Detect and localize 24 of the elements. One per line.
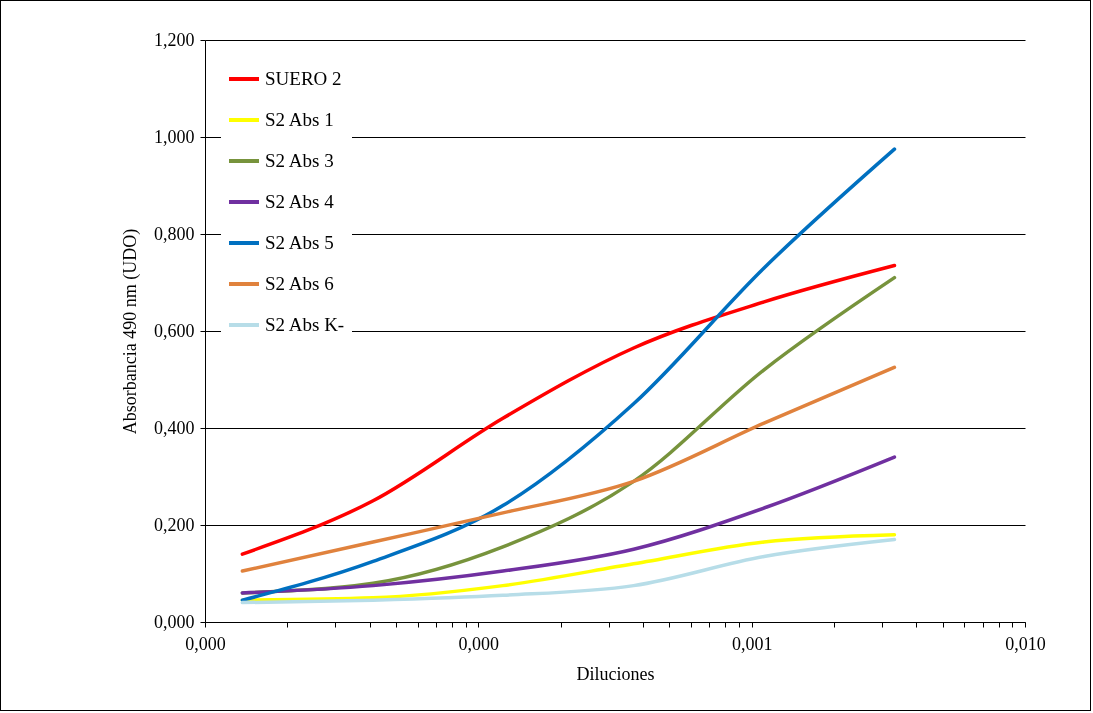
line-series [240, 455, 897, 595]
y-axis-title: Absorbancia 490 nm (UDO) [120, 228, 141, 435]
y-tick-label: 0,200 [154, 514, 195, 535]
line-series [240, 147, 897, 602]
y-tick-label: 0,600 [154, 320, 195, 341]
legend-label: SUERO 2 [265, 68, 342, 89]
y-tick-label: 0,800 [154, 223, 195, 244]
legend-label: S2 Abs 3 [265, 150, 334, 171]
line-series [240, 263, 897, 556]
x-tick-label: 0,010 [1005, 633, 1046, 654]
x-tick-label: 0,000 [185, 633, 226, 654]
legend-label: S2 Abs 4 [265, 191, 335, 212]
legend-label: S2 Abs 1 [265, 109, 334, 130]
x-tick-label: 0,000 [458, 633, 500, 654]
y-tick-label: 0,000 [154, 611, 195, 632]
line-series [240, 365, 897, 573]
x-axis-title: Diluciones [576, 663, 655, 684]
legend-label: S2 Abs 5 [265, 232, 334, 253]
x-tick-label: 0,001 [731, 633, 773, 654]
y-tick-label: 1,000 [154, 126, 195, 147]
y-tick-label: 0,400 [154, 417, 195, 438]
legend-label: S2 Abs K- [265, 314, 345, 335]
y-tick-label: 1,200 [154, 29, 195, 50]
legend-label: S2 Abs 6 [265, 273, 334, 294]
